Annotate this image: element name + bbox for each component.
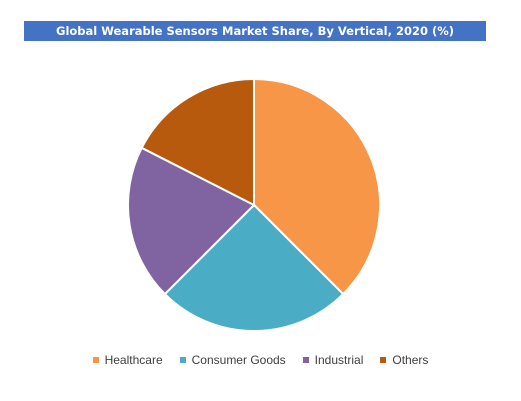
pie-slice-consumer-goods [163, 204, 345, 333]
legend-swatch-healthcare [92, 357, 99, 363]
legend-swatch-consumer-goods [179, 357, 186, 363]
chart-title: Global Wearable Sensors Market Share, By… [24, 21, 486, 41]
legend-item-industrial: Industrial [302, 353, 364, 367]
legend-label-others: Others [392, 353, 429, 367]
pie-slice-industrial [127, 146, 255, 296]
chart-legend: Healthcare Consumer Goods Industrial Others [0, 351, 521, 369]
pie-slice-healthcare [253, 78, 381, 296]
legend-item-healthcare: Healthcare [92, 353, 163, 367]
legend-item-consumer-goods: Consumer Goods [179, 353, 286, 367]
legend-swatch-others [380, 357, 387, 363]
legend-item-others: Others [380, 353, 428, 367]
pie-slices [127, 78, 381, 333]
legend-label-consumer-goods: Consumer Goods [191, 353, 286, 367]
pie-slice-others [140, 78, 255, 206]
legend-label-healthcare: Healthcare [104, 353, 163, 367]
legend-swatch-industrial [302, 357, 309, 363]
legend-label-industrial: Industrial [314, 353, 364, 367]
